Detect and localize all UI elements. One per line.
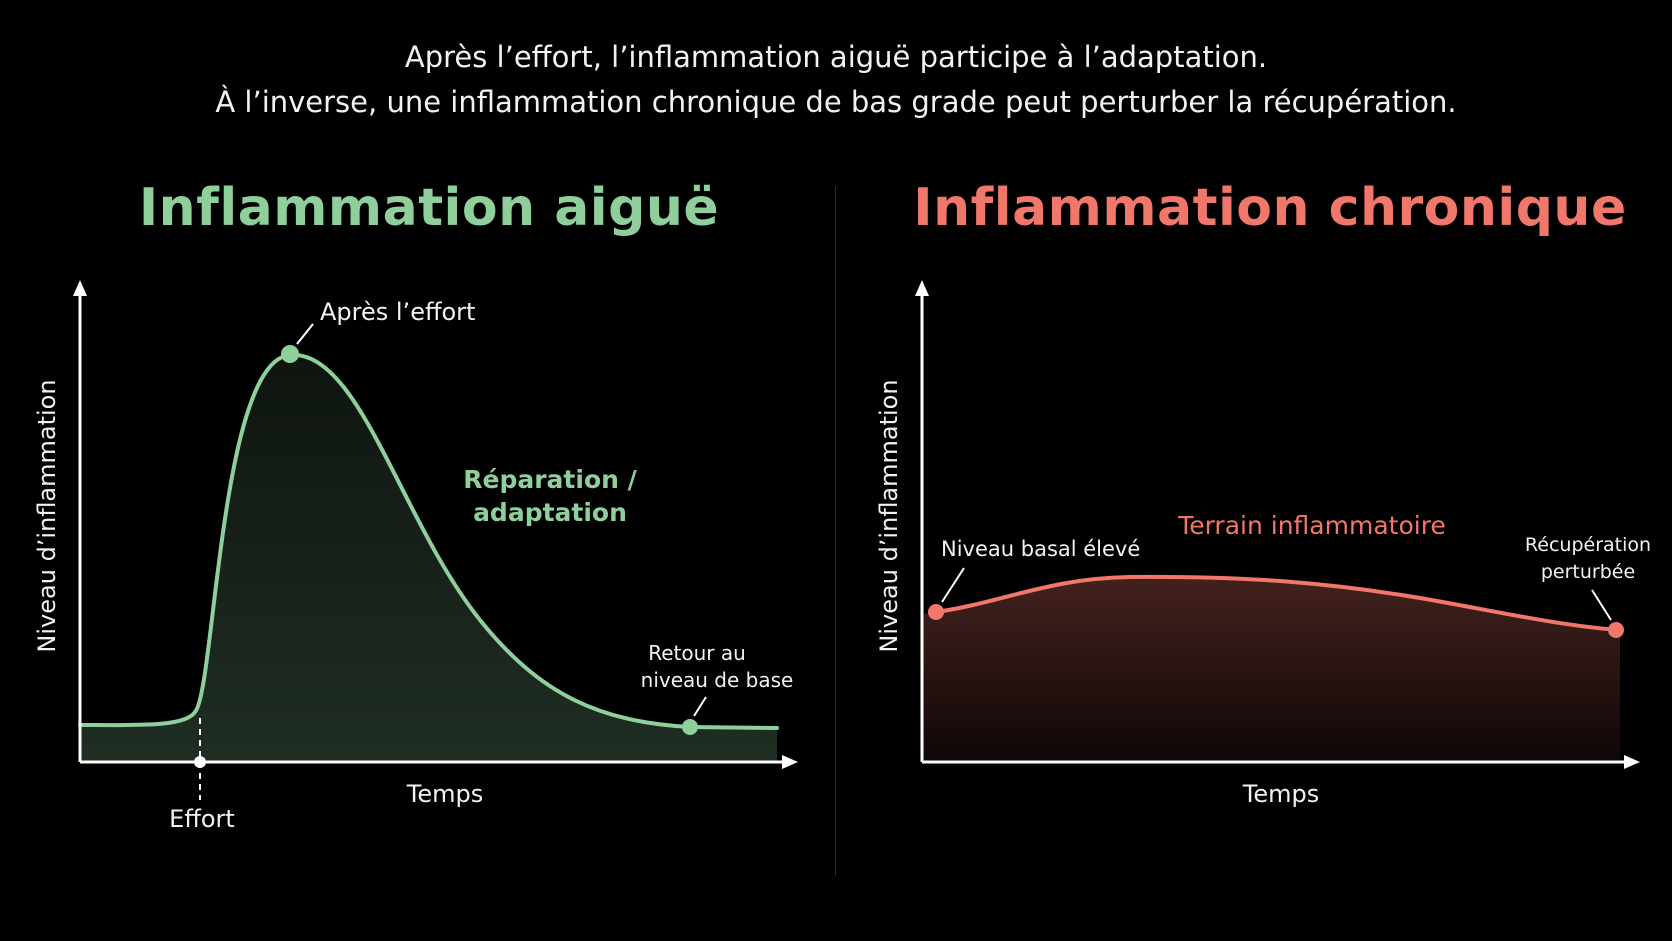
acute-curve	[78, 352, 779, 730]
chronic-panel-title: Inflammation chronique	[913, 178, 1627, 238]
chronic-x-axis-label: Temps	[1242, 780, 1319, 808]
chronic-zone-label: Terrain inflammatoire	[1177, 511, 1446, 540]
acute-x-axis-arrow	[782, 755, 798, 769]
caption-line-1: Après l’effort, l’inflammation aiguë par…	[404, 40, 1268, 74]
acute-y-axis-label: Niveau d’inflammation	[33, 379, 61, 652]
chronic-end-label-line1: Récupération	[1525, 534, 1651, 556]
return-leader-line	[693, 696, 707, 717]
phase-label-line1: Réparation /	[463, 465, 637, 494]
chronic-y-axis-label: Niveau d’inflammation	[875, 379, 903, 652]
chronic-start-marker	[928, 604, 944, 620]
chronic-end-marker	[1608, 622, 1624, 638]
peak-marker	[281, 345, 299, 363]
chronic-y-axis-arrow	[915, 280, 929, 296]
chronic-start-leader-line	[941, 567, 965, 603]
peak-leader-line	[296, 323, 314, 345]
acute-panel-title: Inflammation aiguë	[138, 178, 720, 238]
acute-curve-area	[80, 354, 777, 762]
caption-line-2: À l’inverse, une inflammation chronique …	[215, 85, 1457, 119]
chronic-curve-area	[922, 576, 1620, 762]
panel-divider	[835, 186, 836, 876]
return-label-line1: Retour au	[648, 641, 746, 665]
chronic-end-label-line2: perturbée	[1541, 561, 1635, 583]
chronic-chart: Niveau d’inflammation Temps Terrain infl…	[875, 280, 1651, 808]
phase-label-line2: adaptation	[473, 498, 627, 527]
return-marker	[682, 719, 698, 735]
acute-x-axis-label: Temps	[406, 780, 483, 808]
chronic-curve	[934, 574, 1622, 632]
chronic-x-axis-arrow	[1624, 755, 1640, 769]
acute-chart: Niveau d’inflammation Temps Effort Après…	[33, 280, 798, 833]
effort-marker	[194, 756, 206, 768]
effort-label: Effort	[169, 805, 235, 833]
peak-label: Après l’effort	[320, 298, 475, 326]
return-label-line2: niveau de base	[641, 668, 794, 692]
chronic-end-leader-line	[1591, 589, 1612, 621]
acute-y-axis-arrow	[73, 280, 87, 296]
chronic-start-label: Niveau basal élevé	[941, 537, 1140, 561]
